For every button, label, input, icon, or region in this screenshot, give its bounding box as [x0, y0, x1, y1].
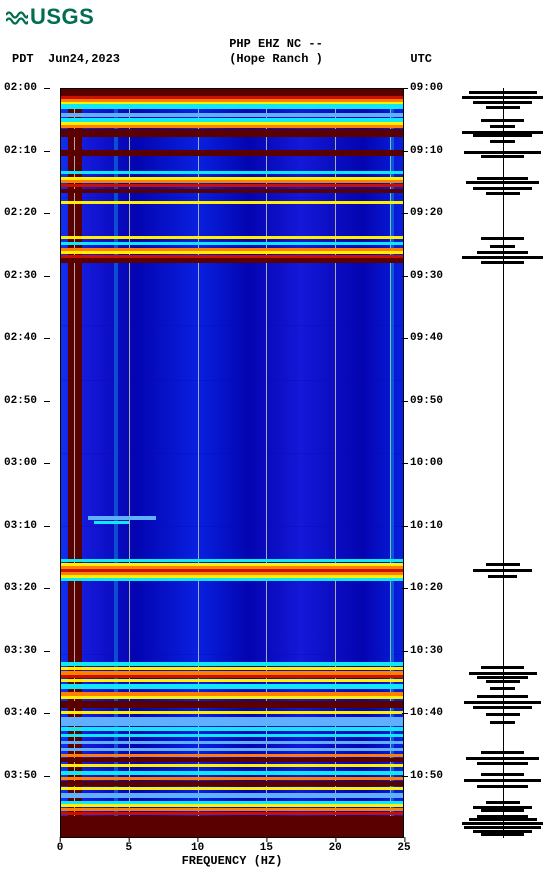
- spectral-band: [60, 679, 404, 682]
- spectral-band: [60, 201, 404, 204]
- spectral-band: [60, 125, 404, 128]
- utc-tick: 10:20: [410, 582, 443, 594]
- seismogram-panel: [460, 88, 545, 838]
- chart-title: PHP EHZ NC --: [0, 37, 552, 51]
- spectral-band: [60, 741, 404, 744]
- spectral-band: [60, 781, 404, 786]
- logo-text: USGS: [30, 4, 94, 30]
- spectral-band: [60, 242, 404, 245]
- spectral-band: [60, 804, 404, 807]
- utc-tick: 10:40: [410, 707, 443, 719]
- freq-tick: 25: [397, 842, 410, 854]
- freq-tick: 20: [329, 842, 342, 854]
- spectral-band: [60, 758, 404, 763]
- spectral-band: [60, 812, 404, 815]
- freq-tick: 15: [260, 842, 273, 854]
- pdt-tick: 02:20: [4, 207, 37, 219]
- spectral-band: [60, 696, 404, 699]
- utc-tick: 10:10: [410, 520, 443, 532]
- spectral-band: [60, 251, 404, 254]
- freq-tick: 0: [57, 842, 64, 854]
- pdt-tick: 02:00: [4, 82, 37, 94]
- pdt-tick: 02:10: [4, 145, 37, 157]
- spectral-band: [60, 701, 404, 709]
- pdt-tick: 03:10: [4, 520, 37, 532]
- spectral-band: [60, 129, 404, 137]
- pdt-tick: 03:20: [4, 582, 37, 594]
- tz-right-label: UTC: [410, 52, 432, 66]
- spectral-band: [60, 180, 404, 183]
- pdt-tick: 02:40: [4, 332, 37, 344]
- spectral-band: [60, 248, 404, 251]
- utc-tick: 09:50: [410, 395, 443, 407]
- pdt-tick: 02:30: [4, 270, 37, 282]
- spectral-band: [60, 711, 404, 714]
- spectral-band: [60, 184, 404, 187]
- freq-tick: 5: [125, 842, 132, 854]
- spectral-band: [60, 816, 404, 839]
- spectral-band: [60, 684, 404, 689]
- utc-tick: 09:20: [410, 207, 443, 219]
- utc-tick: 09:00: [410, 82, 443, 94]
- pdt-tick: 02:50: [4, 395, 37, 407]
- utc-tick: 10:50: [410, 770, 443, 782]
- pdt-tick: 03:30: [4, 645, 37, 657]
- pdt-tick: 03:40: [4, 707, 37, 719]
- pdt-tick: 03:50: [4, 770, 37, 782]
- spectral-band: [60, 171, 404, 174]
- spectral-band: [60, 717, 404, 726]
- spectral-band: [60, 150, 404, 156]
- utc-tick: 09:30: [410, 270, 443, 282]
- spectral-band: [60, 764, 404, 767]
- spectral-band: [60, 734, 404, 737]
- spectral-band: [60, 104, 404, 109]
- pdt-tick: 03:00: [4, 457, 37, 469]
- spectral-band: [60, 754, 404, 757]
- freq-tick: 10: [191, 842, 204, 854]
- spectral-band: [60, 727, 404, 732]
- wave-icon: [6, 8, 28, 26]
- spectral-band: [60, 88, 404, 96]
- utc-tick: 09:10: [410, 145, 443, 157]
- spectral-band: [60, 662, 404, 667]
- utc-tick: 09:40: [410, 332, 443, 344]
- spectral-band: [60, 801, 404, 804]
- spectral-band: [60, 559, 404, 562]
- station-label: (Hope Ranch ): [0, 52, 552, 66]
- spectral-band: [60, 771, 404, 776]
- spectral-band: [60, 777, 404, 780]
- utc-tick: 10:30: [410, 645, 443, 657]
- spectral-band: [60, 189, 404, 194]
- spectral-band: [60, 113, 404, 117]
- frequency-axis-label: FREQUENCY (HZ): [60, 854, 404, 868]
- spectral-band: [60, 578, 404, 581]
- spectral-band: [60, 675, 404, 678]
- spectral-band: [60, 236, 404, 239]
- spectral-band: [60, 667, 404, 670]
- spectral-band: [60, 748, 404, 751]
- spectral-band: [60, 808, 404, 811]
- utc-tick: 10:00: [410, 457, 443, 469]
- spectrogram-panel: [60, 88, 404, 838]
- spectral-band: [60, 793, 404, 798]
- spectral-band: [60, 258, 404, 263]
- usgs-logo: USGS: [6, 4, 94, 30]
- spectral-band: [60, 787, 404, 790]
